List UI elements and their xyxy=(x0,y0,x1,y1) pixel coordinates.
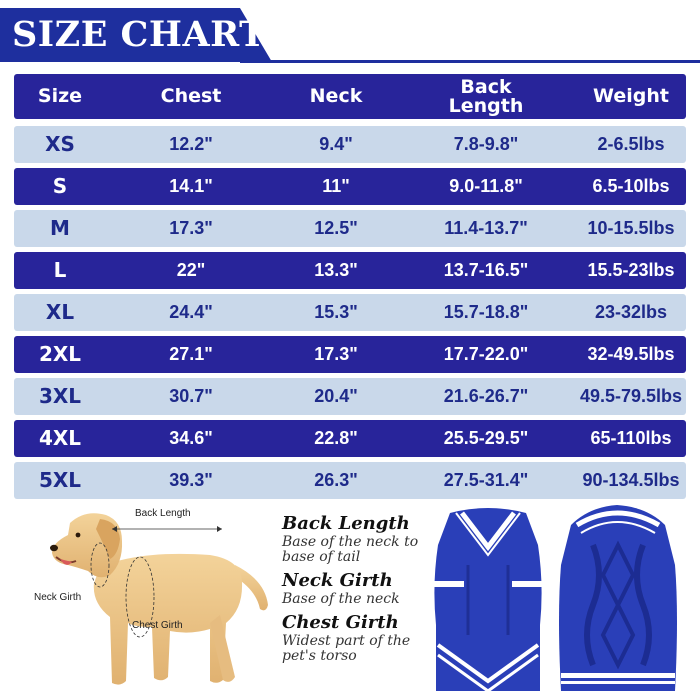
size-cell: L xyxy=(53,258,67,282)
size-cell: 5XL xyxy=(38,468,82,492)
size-cell: 4XL xyxy=(38,426,82,450)
legend-desc: Base of the neck xyxy=(282,591,400,607)
title-banner xyxy=(0,8,272,62)
legend-desc: Base of the neck to base of tail xyxy=(282,534,419,565)
legend-desc: Widest part of the pet's torso xyxy=(282,633,411,664)
weight-cell: 23-32lbs xyxy=(594,302,668,322)
header-neck: Neck xyxy=(309,85,363,107)
neck-cell: 20.4" xyxy=(314,386,358,406)
chest-cell: 24.4" xyxy=(169,302,213,322)
weight-cell: 90-134.5lbs xyxy=(582,470,680,490)
legend-title: Neck Girth xyxy=(282,570,393,591)
table-row: XL 24.4" 15.3" 15.7-18.8" 23-32lbs xyxy=(14,294,686,331)
back-length-cell: 27.5-31.4" xyxy=(443,470,529,490)
table-row: L 22" 13.3" 13.7-16.5" 15.5-23lbs xyxy=(14,252,686,289)
back-length-cell: 25.5-29.5" xyxy=(443,428,529,448)
size-cell: XS xyxy=(45,132,75,156)
chest-cell: 27.1" xyxy=(169,344,213,364)
table-header-row: Size Chest Neck Back Length Weight xyxy=(14,74,686,119)
back-length-cell: 21.6-26.7" xyxy=(443,386,529,406)
legend-title: Back Length xyxy=(282,513,410,534)
dog-label-chest-girth: Chest Girth xyxy=(132,620,183,631)
table-row: 3XL 30.7" 20.4" 21.6-26.7" 49.5-79.5lbs xyxy=(14,378,686,415)
size-cell: 3XL xyxy=(38,384,82,408)
sweater-back-image xyxy=(559,505,677,691)
chest-cell: 22" xyxy=(176,260,206,280)
dog-label-neck-girth: Neck Girth xyxy=(34,592,82,603)
legend-back-length: Back Length Base of the neck to base of … xyxy=(282,513,430,565)
back-length-cell: 15.7-18.8" xyxy=(443,302,529,322)
legend-chest-girth: Chest Girth Widest part of the pet's tor… xyxy=(282,612,430,664)
back-length-cell: 7.8-9.8" xyxy=(453,134,519,154)
neck-cell: 13.3" xyxy=(314,260,358,280)
size-cell: S xyxy=(52,174,68,198)
table-row: 5XL 39.3" 26.3" 27.5-31.4" 90-134.5lbs xyxy=(14,462,686,499)
legend-title: Chest Girth xyxy=(282,612,399,633)
neck-cell: 11" xyxy=(322,176,350,196)
table-body: XS 12.2" 9.4" 7.8-9.8" 2-6.5lbs S 14.1" 11" 9.0-… xyxy=(14,126,686,499)
neck-cell: 15.3" xyxy=(314,302,358,322)
size-table: Size Chest Neck Back Length Weight XS 12.… xyxy=(14,74,686,504)
weight-cell: 32-49.5lbs xyxy=(587,344,675,364)
neck-cell: 22.8" xyxy=(314,428,358,448)
dog-illustration xyxy=(50,513,268,685)
back-length-cell: 13.7-16.5" xyxy=(443,260,529,280)
dog-label-back-length: Back Length xyxy=(135,508,191,519)
back-length-cell: 17.7-22.0" xyxy=(443,344,529,364)
back-length-cell: 9.0-11.8" xyxy=(449,176,523,196)
back-length-cell: 11.4-13.7" xyxy=(444,218,528,238)
neck-cell: 9.4" xyxy=(319,134,353,154)
chest-cell: 17.3" xyxy=(169,218,213,238)
weight-cell: 65-110lbs xyxy=(590,428,672,448)
header-back-line1: Back xyxy=(460,75,512,98)
neck-cell: 26.3" xyxy=(314,470,358,490)
chest-cell: 34.6" xyxy=(169,428,213,448)
chest-cell: 30.7" xyxy=(169,386,213,406)
weight-cell: 49.5-79.5lbs xyxy=(579,386,683,406)
table-row: S 14.1" 11" 9.0-11.8" 6.5-10lbs xyxy=(14,168,686,205)
header-size: Size xyxy=(37,85,83,107)
table-row: M 17.3" 12.5" 11.4-13.7" 10-15.5lbs xyxy=(14,210,686,247)
header-weight: Weight xyxy=(593,85,669,107)
size-cell: M xyxy=(50,216,70,240)
weight-cell: 6.5-10lbs xyxy=(592,176,670,196)
title-rule xyxy=(240,60,700,63)
chest-cell: 14.1" xyxy=(169,176,213,196)
page-title: SIZE CHART xyxy=(12,14,266,55)
weight-cell: 2-6.5lbs xyxy=(597,134,665,154)
size-cell: XL xyxy=(45,300,75,324)
chest-cell: 12.2" xyxy=(169,134,213,154)
neck-cell: 17.3" xyxy=(314,344,358,364)
weight-cell: 15.5-23lbs xyxy=(587,260,675,280)
table-row: XS 12.2" 9.4" 7.8-9.8" 2-6.5lbs xyxy=(14,126,686,163)
header-chest: Chest xyxy=(160,85,222,107)
header-back-length: Back Length xyxy=(396,75,576,117)
weight-cell: 10-15.5lbs xyxy=(587,218,675,238)
table-row: 2XL 27.1" 17.3" 17.7-22.0" 32-49.5lbs xyxy=(14,336,686,373)
neck-cell: 12.5" xyxy=(314,218,358,238)
legend-neck-girth: Neck Girth Base of the neck xyxy=(282,570,430,607)
table-row: 4XL 34.6" 22.8" 25.5-29.5" 65-110lbs xyxy=(14,420,686,457)
measurement-legend: Back Length Base of the neck to base of … xyxy=(282,513,430,669)
sweater-front-image xyxy=(434,508,542,693)
header-back-line2: Length xyxy=(448,94,524,117)
size-cell: 2XL xyxy=(38,342,82,366)
chest-cell: 39.3" xyxy=(169,470,213,490)
